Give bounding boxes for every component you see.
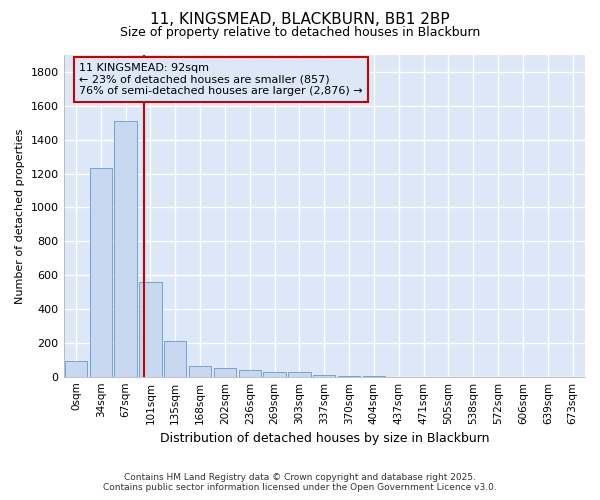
X-axis label: Distribution of detached houses by size in Blackburn: Distribution of detached houses by size … <box>160 432 489 445</box>
Bar <box>115 121 137 376</box>
Bar <box>65 360 87 376</box>
Text: 11 KINGSMEAD: 92sqm
← 23% of detached houses are smaller (857)
76% of semi-detac: 11 KINGSMEAD: 92sqm ← 23% of detached ho… <box>79 63 363 96</box>
Bar <box>89 168 112 376</box>
Bar <box>164 341 187 376</box>
Bar <box>189 366 211 376</box>
Bar <box>239 370 261 376</box>
Y-axis label: Number of detached properties: Number of detached properties <box>15 128 25 304</box>
Text: Size of property relative to detached houses in Blackburn: Size of property relative to detached ho… <box>120 26 480 39</box>
Bar <box>139 282 161 376</box>
Text: 11, KINGSMEAD, BLACKBURN, BB1 2BP: 11, KINGSMEAD, BLACKBURN, BB1 2BP <box>150 12 450 28</box>
Bar <box>288 372 311 376</box>
Bar <box>263 372 286 376</box>
Text: Contains HM Land Registry data © Crown copyright and database right 2025.
Contai: Contains HM Land Registry data © Crown c… <box>103 473 497 492</box>
Bar <box>214 368 236 376</box>
